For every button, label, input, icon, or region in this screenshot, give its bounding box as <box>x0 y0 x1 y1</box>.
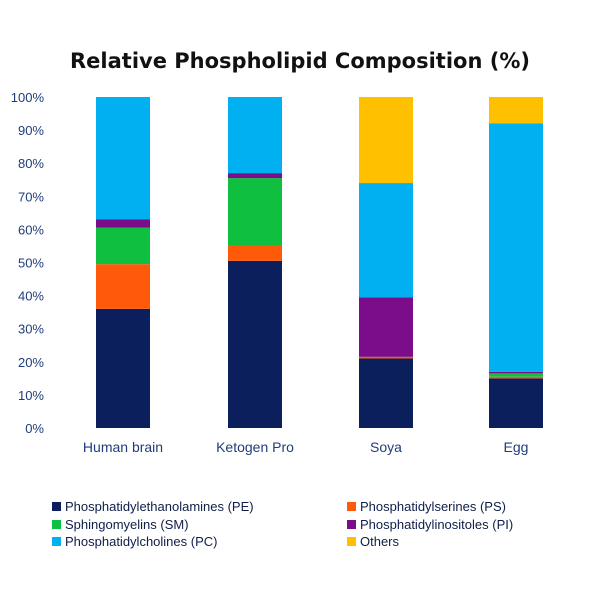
bar-segment <box>96 308 150 428</box>
y-tick-label: 90% <box>18 123 44 138</box>
bar-segment <box>96 219 150 228</box>
bar-segment <box>96 227 150 265</box>
bar-segment <box>228 97 282 174</box>
legend-label: Phosphatidylcholines (PC) <box>65 534 217 549</box>
legend: Phosphatidylethanolamines (PE) Phosphatid… <box>52 499 513 549</box>
y-tick-label: 10% <box>18 388 44 403</box>
legend-swatch <box>347 520 356 529</box>
y-tick-label: 50% <box>18 256 44 271</box>
legend-label: Phosphatidylethanolamines (PE) <box>65 499 254 514</box>
y-tick-label: 30% <box>18 322 44 337</box>
legend-label: Sphingomyelins (SM) <box>65 517 189 532</box>
bar-segment <box>359 356 413 359</box>
bar-segment <box>489 97 543 124</box>
y-tick-label: 0% <box>25 421 44 436</box>
bar-segment <box>228 260 282 428</box>
legend-label: Others <box>360 534 400 549</box>
bar-segment <box>228 173 282 179</box>
bar-segment <box>96 264 150 309</box>
bar-segment <box>359 97 413 184</box>
bar-segment <box>359 358 413 428</box>
bar-segment <box>489 378 543 428</box>
bar-segment <box>359 297 413 357</box>
chart-title: Relative Phospholipid Composition (%) <box>70 49 530 73</box>
legend-swatch <box>52 537 61 546</box>
legend-swatch <box>52 520 61 529</box>
bar-segment <box>359 183 413 298</box>
legend-swatch <box>52 502 61 511</box>
legend-swatch <box>347 502 356 511</box>
y-tick-label: 60% <box>18 222 44 237</box>
category-label: Egg <box>504 439 529 455</box>
bar-segment <box>489 371 543 374</box>
bars-group <box>96 97 543 428</box>
legend-swatch <box>347 537 356 546</box>
bar-segment <box>489 376 543 379</box>
x-axis-labels: Human brain Ketogen Pro Soya Egg <box>83 439 529 455</box>
legend-label: Phosphatidylinositoles (PI) <box>360 517 513 532</box>
y-tick-label: 20% <box>18 355 44 370</box>
category-label: Human brain <box>83 439 163 455</box>
y-tick-label: 80% <box>18 156 44 171</box>
category-label: Soya <box>370 439 402 455</box>
bar-segment <box>228 245 282 261</box>
bar-segment <box>228 178 282 246</box>
y-tick-label: 70% <box>18 189 44 204</box>
bar-segment <box>489 373 543 377</box>
category-label: Ketogen Pro <box>216 439 294 455</box>
y-tick-label: 40% <box>18 289 44 304</box>
y-axis-ticks: 0% 10% 20% 30% 40% 50% 60% 70% 80% 90% 100% <box>11 90 45 436</box>
y-tick-label: 100% <box>11 90 45 105</box>
legend-label: Phosphatidylserines (PS) <box>360 499 506 514</box>
bar-segment <box>96 97 150 220</box>
bar-segment <box>489 123 543 372</box>
